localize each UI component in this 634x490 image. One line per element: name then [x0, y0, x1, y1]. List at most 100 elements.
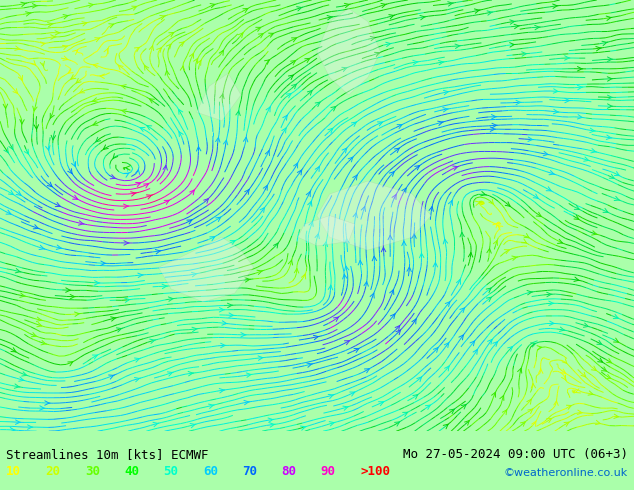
FancyArrowPatch shape — [508, 346, 512, 351]
FancyArrowPatch shape — [345, 239, 349, 244]
FancyArrowPatch shape — [395, 325, 399, 330]
FancyArrowPatch shape — [394, 422, 399, 426]
FancyArrowPatch shape — [559, 327, 565, 331]
FancyArrowPatch shape — [397, 124, 402, 128]
FancyArrowPatch shape — [96, 137, 101, 142]
FancyArrowPatch shape — [489, 199, 493, 204]
FancyArrowPatch shape — [350, 392, 355, 396]
FancyArrowPatch shape — [190, 423, 196, 428]
FancyArrowPatch shape — [8, 190, 13, 195]
FancyArrowPatch shape — [245, 190, 249, 195]
FancyArrowPatch shape — [113, 153, 118, 158]
FancyArrowPatch shape — [104, 49, 108, 53]
FancyArrowPatch shape — [444, 343, 449, 347]
FancyArrowPatch shape — [583, 323, 589, 327]
FancyArrowPatch shape — [614, 414, 618, 418]
FancyArrowPatch shape — [534, 25, 540, 30]
FancyArrowPatch shape — [150, 339, 155, 343]
FancyArrowPatch shape — [536, 212, 541, 217]
FancyArrowPatch shape — [342, 67, 347, 72]
FancyArrowPatch shape — [381, 3, 387, 8]
FancyArrowPatch shape — [543, 151, 549, 156]
FancyArrowPatch shape — [388, 235, 392, 240]
FancyArrowPatch shape — [584, 157, 590, 161]
FancyArrowPatch shape — [566, 405, 571, 409]
FancyArrowPatch shape — [578, 67, 583, 71]
FancyArrowPatch shape — [50, 113, 55, 118]
FancyArrowPatch shape — [488, 340, 492, 344]
FancyArrowPatch shape — [455, 44, 460, 49]
FancyArrowPatch shape — [402, 241, 406, 245]
FancyArrowPatch shape — [578, 115, 583, 119]
FancyArrowPatch shape — [124, 204, 129, 208]
FancyArrowPatch shape — [323, 242, 328, 246]
FancyArrowPatch shape — [528, 137, 533, 142]
FancyArrowPatch shape — [493, 342, 498, 346]
FancyArrowPatch shape — [527, 399, 531, 404]
FancyArrowPatch shape — [597, 341, 602, 344]
FancyArrowPatch shape — [63, 15, 69, 19]
FancyArrowPatch shape — [453, 166, 458, 170]
FancyArrowPatch shape — [473, 349, 477, 354]
FancyArrowPatch shape — [522, 239, 527, 243]
FancyArrowPatch shape — [160, 16, 165, 20]
FancyArrowPatch shape — [36, 317, 42, 321]
FancyArrowPatch shape — [532, 421, 536, 426]
FancyArrowPatch shape — [219, 308, 224, 312]
FancyArrowPatch shape — [353, 175, 357, 180]
FancyArrowPatch shape — [607, 359, 612, 363]
FancyArrowPatch shape — [266, 150, 269, 155]
FancyArrowPatch shape — [412, 319, 416, 324]
FancyArrowPatch shape — [169, 297, 174, 301]
FancyArrowPatch shape — [41, 341, 47, 345]
FancyArrowPatch shape — [131, 192, 136, 196]
FancyArrowPatch shape — [143, 184, 148, 188]
FancyArrowPatch shape — [89, 3, 94, 7]
Text: ©weatheronline.co.uk: ©weatheronline.co.uk — [503, 468, 628, 478]
FancyArrowPatch shape — [562, 375, 566, 380]
FancyArrowPatch shape — [344, 341, 349, 345]
FancyArrowPatch shape — [553, 109, 559, 114]
FancyArrowPatch shape — [510, 43, 515, 47]
FancyArrowPatch shape — [420, 253, 424, 258]
FancyArrowPatch shape — [110, 317, 117, 321]
FancyArrowPatch shape — [361, 206, 365, 212]
FancyArrowPatch shape — [93, 355, 98, 359]
FancyArrowPatch shape — [385, 42, 391, 47]
FancyArrowPatch shape — [219, 389, 225, 393]
FancyArrowPatch shape — [437, 121, 443, 125]
FancyArrowPatch shape — [591, 148, 597, 153]
FancyArrowPatch shape — [169, 32, 174, 37]
FancyArrowPatch shape — [20, 120, 24, 124]
FancyArrowPatch shape — [27, 425, 33, 429]
FancyArrowPatch shape — [469, 252, 473, 257]
FancyArrowPatch shape — [448, 200, 453, 205]
FancyArrowPatch shape — [245, 278, 250, 282]
FancyArrowPatch shape — [553, 4, 558, 8]
FancyArrowPatch shape — [264, 60, 269, 64]
FancyArrowPatch shape — [315, 167, 320, 172]
FancyArrowPatch shape — [305, 58, 310, 63]
FancyArrowPatch shape — [126, 166, 131, 170]
FancyArrowPatch shape — [230, 241, 235, 245]
FancyArrowPatch shape — [550, 321, 555, 325]
FancyArrowPatch shape — [443, 90, 449, 95]
Text: Streamlines 10m [kts] ECMWF: Streamlines 10m [kts] ECMWF — [6, 448, 209, 461]
FancyArrowPatch shape — [598, 358, 603, 362]
FancyArrowPatch shape — [491, 115, 497, 119]
FancyArrowPatch shape — [273, 243, 278, 248]
Text: 90: 90 — [321, 465, 336, 478]
FancyArrowPatch shape — [16, 191, 21, 196]
FancyArrowPatch shape — [396, 330, 401, 335]
FancyArrowPatch shape — [292, 38, 297, 42]
FancyArrowPatch shape — [92, 98, 98, 102]
FancyArrowPatch shape — [470, 341, 475, 346]
FancyArrowPatch shape — [443, 107, 448, 112]
FancyArrowPatch shape — [538, 368, 543, 373]
FancyArrowPatch shape — [108, 375, 115, 379]
FancyArrowPatch shape — [37, 322, 42, 327]
FancyArrowPatch shape — [609, 174, 614, 178]
FancyArrowPatch shape — [15, 420, 21, 424]
FancyArrowPatch shape — [391, 314, 395, 319]
FancyArrowPatch shape — [328, 285, 333, 290]
